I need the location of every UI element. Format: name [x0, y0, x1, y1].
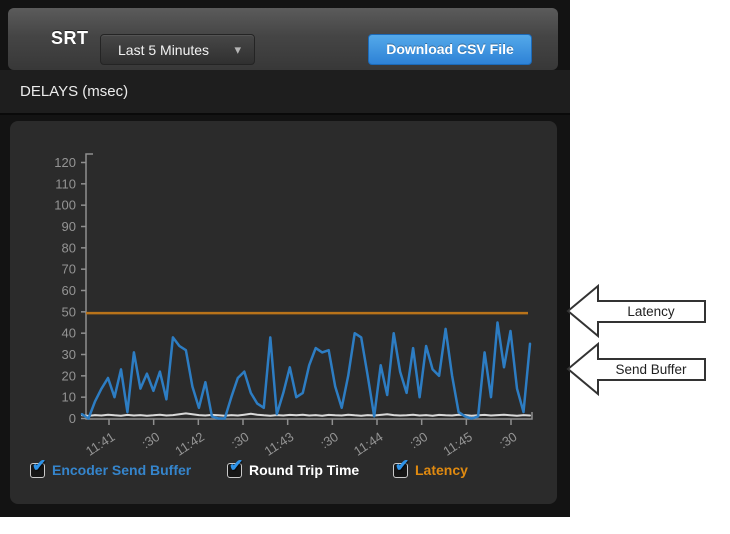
svg-text:70: 70 — [62, 262, 76, 277]
svg-text::30: :30 — [228, 429, 251, 451]
legend-item-round-trip-time[interactable]: ✔ Round Trip Time — [227, 456, 360, 480]
svg-text:11:42: 11:42 — [172, 429, 207, 459]
svg-text:50: 50 — [62, 304, 76, 319]
latency-arrow-annotation: Latency — [566, 283, 706, 339]
left-arrow-icon — [566, 341, 706, 397]
toolbar: SRT Last 5 Minutes ▾ Download CSV File — [8, 8, 558, 70]
legend-label-latency: Latency — [415, 462, 468, 478]
svg-text:11:43: 11:43 — [262, 429, 297, 459]
svg-text:30: 30 — [62, 347, 76, 362]
download-csv-button[interactable]: Download CSV File — [368, 34, 532, 65]
section-header: DELAYS (msec) — [0, 70, 570, 115]
svg-text:11:41: 11:41 — [83, 429, 118, 459]
delays-chart-panel: 0 10 20 30 40 50 60 70 80 90 100 110 120 11:41 :30 11:4… — [10, 121, 557, 504]
svg-text:90: 90 — [62, 219, 76, 234]
svg-text:11:45: 11:45 — [440, 429, 475, 459]
svg-text:11:44: 11:44 — [351, 429, 386, 459]
send-buffer-arrow-label: Send Buffer — [615, 362, 687, 377]
encoder-send-buffer-checkbox[interactable]: ✔ — [30, 456, 46, 478]
srt-panel: SRT Last 5 Minutes ▾ Download CSV File D… — [0, 0, 570, 517]
svg-text:110: 110 — [55, 176, 76, 191]
check-icon: ✔ — [229, 455, 244, 475]
svg-text:80: 80 — [62, 240, 76, 255]
svg-text::30: :30 — [496, 429, 519, 451]
svg-text:0: 0 — [69, 411, 76, 426]
caret-down-icon: ▾ — [234, 42, 241, 57]
check-icon: ✔ — [395, 455, 410, 475]
section-title: DELAYS (msec) — [20, 83, 129, 100]
svg-text:100: 100 — [54, 198, 76, 213]
svg-text::30: :30 — [318, 429, 341, 451]
legend-item-encoder-send-buffer[interactable]: ✔ Encoder Send Buffer — [30, 456, 192, 480]
time-range-value: Last 5 Minutes — [118, 41, 210, 58]
delays-chart[interactable]: 0 10 20 30 40 50 60 70 80 90 100 110 120 11:41 :30 11:4… — [10, 121, 557, 504]
round-trip-time-checkbox[interactable]: ✔ — [227, 456, 243, 478]
svg-text:40: 40 — [62, 326, 76, 341]
svg-text:60: 60 — [62, 283, 76, 298]
legend-item-latency[interactable]: ✔ Latency — [393, 456, 468, 480]
check-icon: ✔ — [32, 455, 47, 475]
send-buffer-arrow-annotation: Send Buffer — [566, 341, 706, 397]
svg-text:20: 20 — [62, 368, 76, 383]
svg-text:120: 120 — [54, 155, 76, 170]
legend-label-encoder-send-buffer: Encoder Send Buffer — [52, 462, 192, 478]
svg-text::30: :30 — [407, 429, 430, 451]
svg-text::30: :30 — [139, 429, 162, 451]
latency-arrow-label: Latency — [627, 304, 675, 319]
latency-checkbox[interactable]: ✔ — [393, 456, 409, 478]
svg-text:10: 10 — [62, 390, 76, 405]
left-arrow-icon — [566, 283, 706, 339]
time-range-dropdown[interactable]: Last 5 Minutes ▾ — [100, 34, 255, 65]
srt-title: SRT — [51, 28, 89, 48]
legend-label-round-trip-time: Round Trip Time — [249, 462, 360, 478]
